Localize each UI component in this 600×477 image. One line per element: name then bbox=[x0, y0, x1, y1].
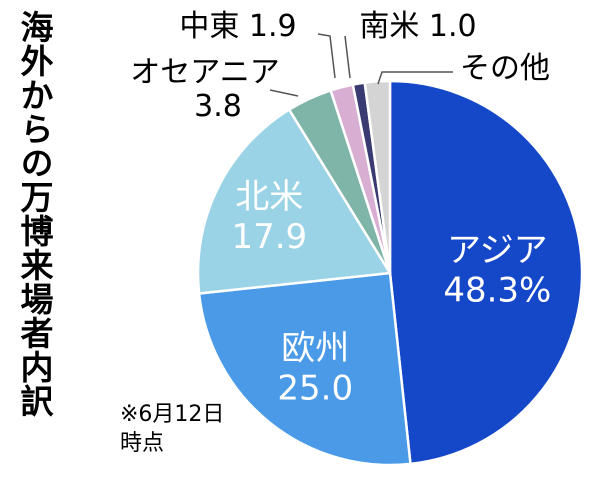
slice-value-label: 17.9 bbox=[231, 217, 307, 257]
slice-name-label: 中東 1.9 bbox=[179, 9, 296, 44]
leader-line bbox=[377, 71, 453, 85]
chart-note-text: ※6月12日 時点 bbox=[120, 402, 225, 456]
slice-name-label: 北米 bbox=[235, 177, 303, 217]
pie-slice bbox=[388, 79, 584, 466]
pie-slice bbox=[197, 271, 412, 467]
pie-slice bbox=[196, 108, 392, 295]
slice-value-label: 25.0 bbox=[277, 369, 353, 409]
slice-name-label: 欧州 bbox=[281, 329, 349, 369]
slice-value-label: 3.8 bbox=[194, 89, 242, 124]
slice-name-label: その他 bbox=[460, 51, 550, 86]
leader-line bbox=[317, 33, 336, 79]
slice-name-label: 南米 1.0 bbox=[359, 9, 476, 44]
leader-line bbox=[344, 35, 351, 79]
slice-value-label: 48.3% bbox=[443, 270, 551, 310]
slice-name-label: アジア bbox=[447, 230, 548, 270]
leader-line bbox=[269, 89, 299, 97]
slice-name-label: オセアニア bbox=[130, 55, 279, 90]
pie-slice bbox=[363, 79, 392, 275]
chart-title: 海外からの万博来場者内訳 bbox=[15, 10, 54, 418]
chart-note: ※6月12日 時点 bbox=[120, 400, 224, 458]
